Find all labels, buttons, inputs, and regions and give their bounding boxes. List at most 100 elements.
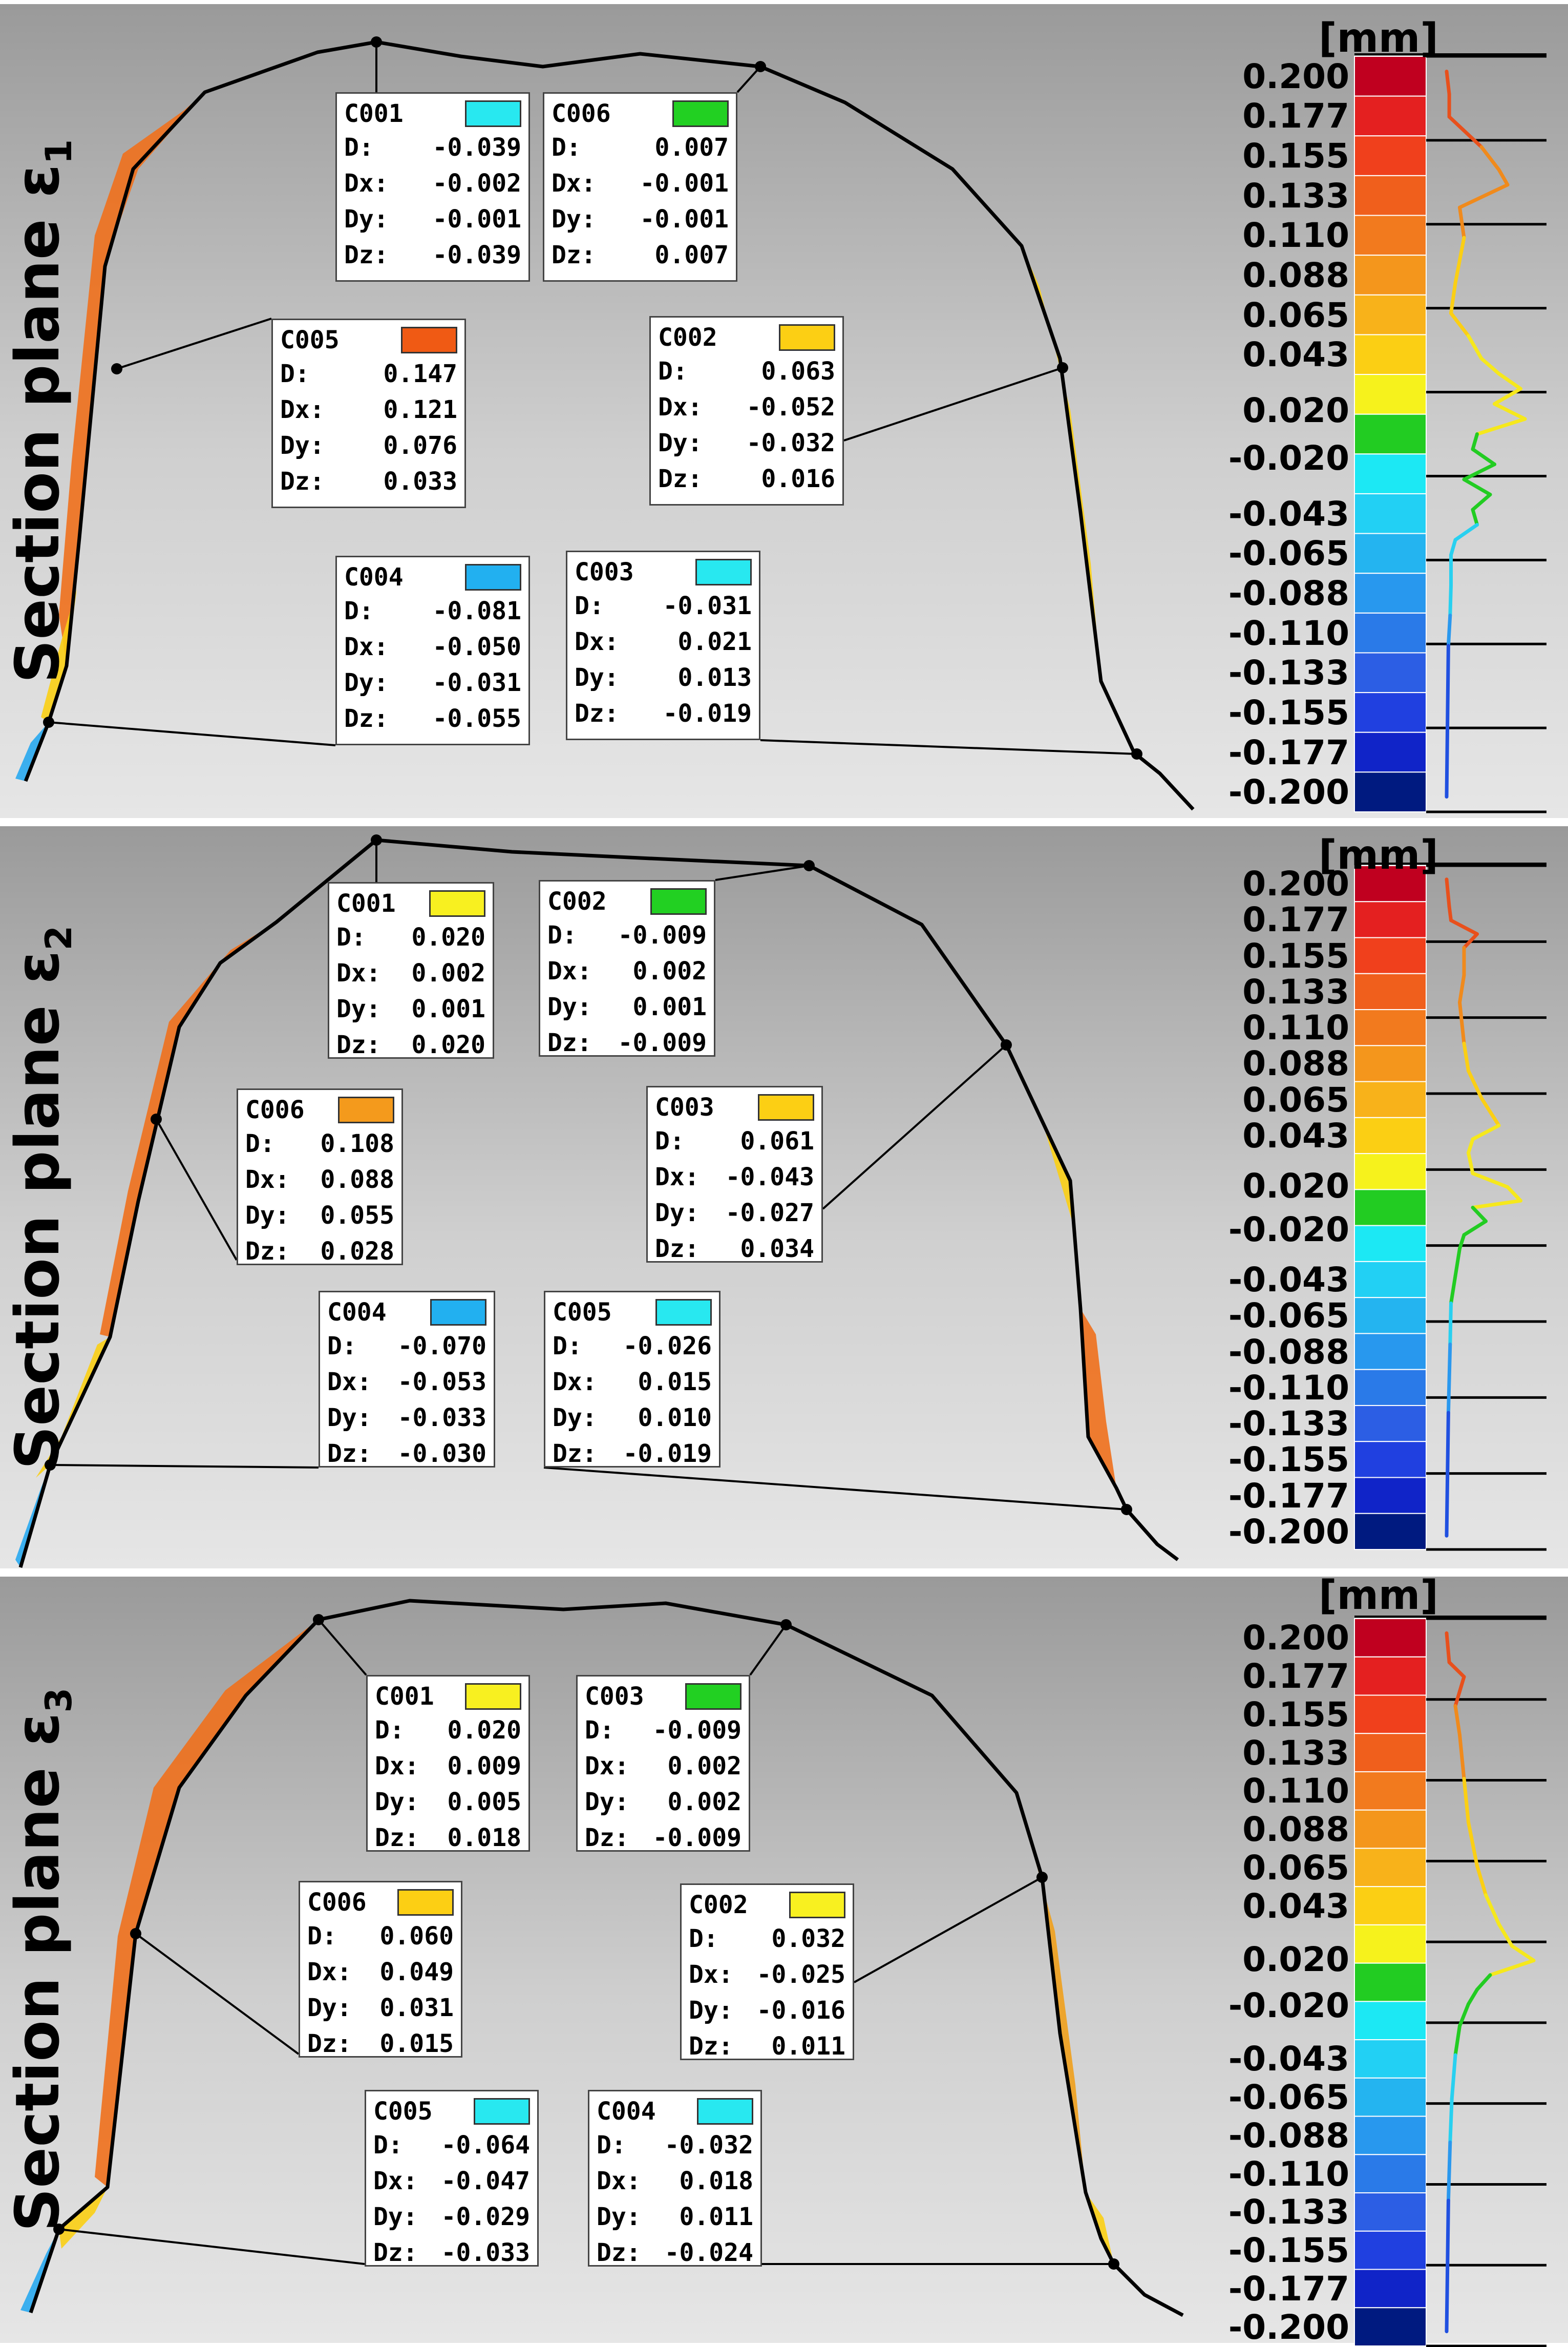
scale-segment: [1354, 573, 1427, 614]
callout-header: C001: [344, 98, 521, 130]
callout-key: D:: [344, 597, 374, 625]
callout-value: -0.053: [397, 1368, 486, 1396]
callout-color-swatch: [650, 888, 707, 915]
callout-value: 0.002: [667, 1752, 742, 1780]
callout-header: C003: [575, 556, 752, 588]
callout-row-dx: Dx: -0.043: [655, 1159, 814, 1195]
callout-key: D:: [327, 1332, 357, 1360]
callout-id: C004: [597, 2097, 656, 2126]
callout-header: C006: [307, 1887, 454, 1918]
callout-row-dy: Dy: 0.005: [375, 1784, 521, 1820]
leader-line: [736, 66, 761, 93]
scale-tick-label: -0.065: [1228, 2078, 1349, 2118]
histogram-segment: [1462, 477, 1492, 496]
histogram-segment: [1493, 387, 1522, 406]
callout-value: -0.052: [746, 393, 835, 422]
histogram-segment: [1450, 2053, 1457, 2101]
section-label: Section plane ε1: [0, 0, 82, 822]
callout-color-swatch: [474, 2098, 530, 2125]
callout-row-dx: Dx: 0.002: [585, 1748, 741, 1784]
callout-key: Dy:: [336, 995, 381, 1023]
callout-c001: C001 D: -0.039 Dx: -0.002 Dy: -0.001 Dz: -0.039: [335, 92, 530, 282]
callout-value: -0.027: [725, 1199, 814, 1227]
scale-tick-label: 0.155: [1242, 936, 1349, 976]
histogram-segment: [1479, 357, 1501, 375]
callout-key: Dy:: [655, 1199, 700, 1227]
scale-tick-label: 0.110: [1242, 1008, 1349, 1048]
callout-row-dx: Dx: -0.001: [552, 165, 729, 201]
callout-value: 0.147: [383, 360, 458, 388]
leader-line: [760, 739, 1137, 755]
callout-value: -0.039: [432, 133, 521, 162]
section-label-subscript: 3: [37, 1687, 80, 1713]
scale-tick-label: 0.043: [1242, 1116, 1349, 1156]
callout-key: D:: [658, 357, 688, 386]
callout-row-d: D: 0.147: [280, 356, 457, 392]
histogram-segment: [1488, 1958, 1536, 1977]
deviation-band: [1080, 1309, 1116, 1488]
callout-id: C001: [344, 99, 404, 128]
scale-segment: [1354, 1513, 1427, 1550]
scale-segment: [1354, 1333, 1427, 1370]
anchor-point: [803, 860, 815, 871]
scale-unit-label: [mm]: [1319, 832, 1438, 878]
callout-key: D:: [245, 1129, 275, 1158]
callout-header: C005: [553, 1296, 712, 1328]
scale-segment: [1354, 1477, 1427, 1514]
histogram-segment: [1471, 508, 1479, 527]
anchor-point: [1001, 1039, 1012, 1051]
histogram-segment: [1458, 1233, 1466, 1251]
callout-value: 0.028: [320, 1237, 395, 1266]
deviation-band: [41, 589, 77, 722]
leader-line: [843, 367, 1063, 442]
scale-segment: [1354, 294, 1427, 336]
callout-c006: C006 D: 0.108 Dx: 0.088 Dy: 0.055 Dz: 0.028: [237, 1088, 403, 1266]
scale-segment: [1354, 1009, 1427, 1046]
scale-segment: [1354, 453, 1427, 494]
histogram-segment: [1447, 1660, 1466, 1679]
callout-color-swatch: [429, 890, 485, 917]
callout-row-d: D: -0.032: [597, 2127, 753, 2163]
callout-row-d: D: -0.081: [344, 593, 521, 629]
callout-c003: C003 D: -0.009 Dx: 0.002 Dy: 0.002 Dz: -0.009: [576, 1675, 750, 1852]
callout-color-swatch: [779, 324, 835, 351]
histogram-segment: [1471, 1199, 1522, 1209]
callout-color-swatch: [695, 559, 752, 585]
callout-key: Dx:: [344, 633, 389, 661]
callout-c001: C001 D: 0.020 Dx: 0.002 Dy: 0.001 Dz: 0.020: [328, 882, 494, 1059]
callout-key: Dx:: [375, 1752, 419, 1780]
anchor-point: [1036, 1872, 1048, 1883]
scale-segment: [1354, 1809, 1427, 1849]
scale-segment: [1354, 937, 1427, 974]
callout-header: C006: [245, 1094, 394, 1126]
callout-value: -0.031: [432, 668, 521, 697]
scale-tick-label: 0.133: [1242, 1733, 1349, 1773]
callout-key: Dx:: [553, 1368, 597, 1396]
callout-value: -0.024: [664, 2238, 753, 2267]
scale-tick-label: -0.133: [1228, 1404, 1349, 1444]
callout-value: 0.007: [654, 133, 729, 162]
histogram-segment: [1448, 1301, 1453, 1346]
histogram-segment: [1453, 236, 1466, 285]
scale-tick-label: 0.200: [1242, 1618, 1349, 1658]
callout-key: Dz:: [307, 2029, 352, 2058]
callout-id: C005: [373, 2097, 433, 2126]
callout-key: Dz:: [658, 465, 703, 493]
scale-segment: [1354, 1189, 1427, 1226]
leader-line: [822, 1044, 1007, 1210]
scale-tick-label: 0.088: [1242, 1044, 1349, 1084]
callout-key: Dz:: [327, 1439, 372, 1468]
callout-row-dz: Dz: 0.033: [280, 464, 457, 499]
callout-id: C005: [553, 1298, 612, 1327]
scale-segment: [1354, 973, 1427, 1011]
histogram-segment: [1449, 538, 1457, 557]
scale-tick-label: -0.020: [1228, 1209, 1349, 1249]
histogram-segment: [1467, 1137, 1475, 1155]
callout-c003: C003 D: -0.031 Dx: 0.021 Dy: 0.013 Dz: -0.019: [566, 551, 760, 740]
callout-row-dz: Dz: -0.024: [597, 2235, 753, 2271]
scale-segment: [1354, 1153, 1427, 1190]
callout-key: Dy:: [280, 431, 325, 460]
scale-tick-label: 0.020: [1242, 1166, 1349, 1206]
callout-row-dx: Dx: -0.050: [344, 629, 521, 665]
deviation-band: [59, 92, 205, 666]
